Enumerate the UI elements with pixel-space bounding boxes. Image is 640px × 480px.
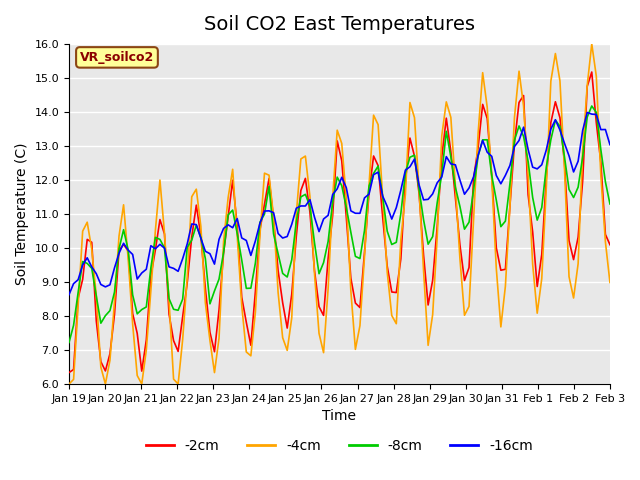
Title: Soil CO2 East Temperatures: Soil CO2 East Temperatures xyxy=(204,15,475,34)
Text: VR_soilco2: VR_soilco2 xyxy=(80,51,154,64)
Legend: -2cm, -4cm, -8cm, -16cm: -2cm, -4cm, -8cm, -16cm xyxy=(140,433,538,459)
X-axis label: Time: Time xyxy=(323,409,356,423)
Y-axis label: Soil Temperature (C): Soil Temperature (C) xyxy=(15,143,29,285)
